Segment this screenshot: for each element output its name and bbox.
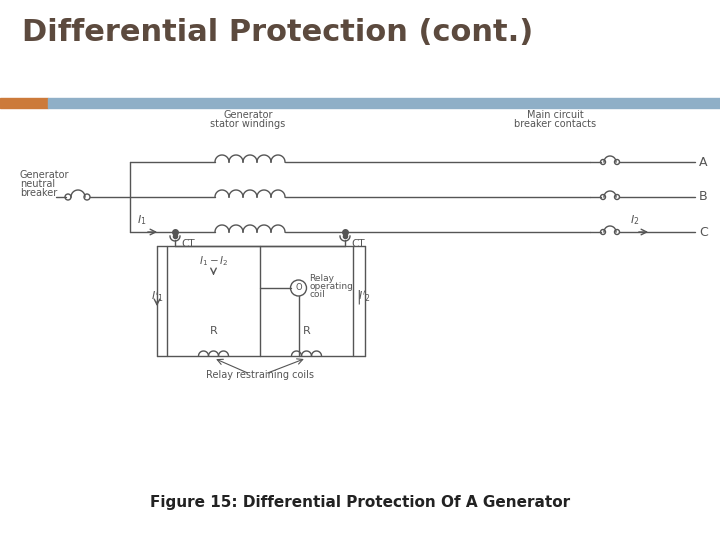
- Bar: [48, 98, 720, 108]
- Text: $I'_2$: $I'_2$: [358, 289, 371, 305]
- Text: $I_2$: $I_2$: [630, 213, 639, 227]
- Text: O: O: [295, 284, 302, 293]
- Bar: [167, 246, 353, 356]
- Text: Relay: Relay: [310, 274, 335, 283]
- Text: Differential Protection (cont.): Differential Protection (cont.): [22, 18, 534, 47]
- Text: Figure 15: Differential Protection Of A Generator: Figure 15: Differential Protection Of A …: [150, 495, 570, 510]
- Bar: [0, 98, 48, 108]
- Text: Main circuit: Main circuit: [526, 110, 583, 120]
- Text: CT: CT: [351, 239, 364, 249]
- Text: $I_1 - I_2$: $I_1 - I_2$: [199, 254, 228, 268]
- Text: Generator: Generator: [20, 170, 70, 180]
- Text: $|$: $|$: [356, 288, 361, 306]
- Text: Relay restraining coils: Relay restraining coils: [206, 370, 314, 380]
- Text: R: R: [210, 326, 217, 336]
- Text: $I_1$: $I_1$: [137, 213, 146, 227]
- Text: C: C: [699, 226, 708, 239]
- Text: neutral: neutral: [20, 179, 55, 189]
- Text: breaker: breaker: [20, 188, 58, 198]
- Text: Generator: Generator: [223, 110, 273, 120]
- Text: stator windings: stator windings: [210, 119, 286, 129]
- Text: $I'_1$: $I'_1$: [151, 289, 164, 305]
- Text: coil: coil: [310, 290, 325, 299]
- Text: CT: CT: [181, 239, 194, 249]
- Text: R: R: [302, 326, 310, 336]
- Text: breaker contacts: breaker contacts: [514, 119, 596, 129]
- Text: A: A: [699, 156, 708, 168]
- Text: operating: operating: [310, 282, 354, 291]
- Text: B: B: [699, 191, 708, 204]
